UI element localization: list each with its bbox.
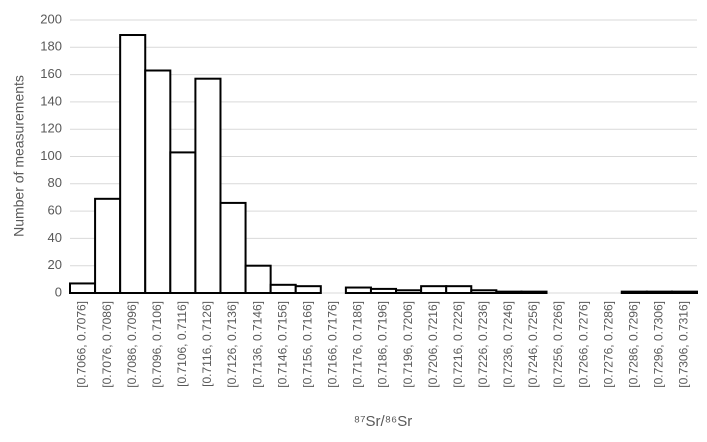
bar xyxy=(670,290,698,295)
y-tick-label: 80 xyxy=(48,175,62,190)
bar xyxy=(94,197,122,294)
x-tick-label: [0.7206, 0.7216] xyxy=(426,301,440,388)
y-tick-label: 160 xyxy=(40,66,62,81)
x-tick-label: [0.7186, 0.7196] xyxy=(376,301,390,388)
bar xyxy=(194,77,222,294)
y-tick-label: 140 xyxy=(40,93,62,108)
bar xyxy=(470,289,498,294)
bar xyxy=(69,282,97,295)
x-tick-label: [0.7086, 0.7096] xyxy=(125,301,139,388)
x-tick-label: [0.7286, 0.7296] xyxy=(626,301,640,388)
x-tick-label: [0.7276, 0.7286] xyxy=(601,301,615,388)
bar xyxy=(344,286,372,295)
x-tick-label: [0.7246, 0.7256] xyxy=(526,301,540,388)
x-tick-label: [0.7156, 0.7166] xyxy=(300,301,314,388)
y-tick-label: 180 xyxy=(40,39,62,54)
bar xyxy=(620,290,648,295)
bar xyxy=(369,287,398,294)
bar xyxy=(395,289,423,294)
x-tick-label: [0.7216, 0.7226] xyxy=(451,301,465,388)
x-tick-label: [0.7256, 0.7266] xyxy=(551,301,565,388)
x-tick-label: [0.7296, 0.7306] xyxy=(652,301,666,388)
bar xyxy=(244,264,272,295)
x-tick-label: [0.7236, 0.7246] xyxy=(501,301,515,388)
y-tick-label: 100 xyxy=(40,148,62,163)
x-tick-label: [0.7136, 0.7146] xyxy=(250,301,264,388)
x-tick-label: [0.7196, 0.7206] xyxy=(401,301,415,388)
y-tick-label: 0 xyxy=(55,284,62,299)
x-tick-label: [0.7146, 0.7156] xyxy=(275,301,289,388)
bar xyxy=(420,285,448,294)
x-tick-label: [0.7126, 0.7136] xyxy=(225,301,239,388)
x-tick-label: [0.7066, 0.7076] xyxy=(75,301,89,388)
y-tick-label: 60 xyxy=(48,203,62,218)
y-tick-label: 40 xyxy=(48,230,62,245)
x-tick-label: [0.7176, 0.7186] xyxy=(351,301,365,388)
x-tick-label: [0.7076, 0.7086] xyxy=(100,301,114,388)
bar xyxy=(219,201,247,294)
bar xyxy=(269,283,297,294)
bar xyxy=(169,151,197,294)
x-tick-label: [0.7106, 0.7116] xyxy=(175,301,189,387)
bar xyxy=(144,69,172,294)
x-tick-label: [0.7116, 0.7126] xyxy=(200,301,214,387)
bar xyxy=(520,290,548,295)
bar xyxy=(645,290,673,295)
y-tick-label: 20 xyxy=(48,257,62,272)
bar xyxy=(119,34,147,294)
bar xyxy=(445,285,473,294)
y-tick-label: 200 xyxy=(40,11,62,26)
y-axis-label: Number of measurements xyxy=(11,75,27,237)
x-axis-label: ⁸⁷Sr/⁸⁶Sr xyxy=(354,413,412,430)
x-tick-label: [0.7096, 0.7106] xyxy=(150,301,164,388)
x-tick-label: [0.7226, 0.7236] xyxy=(476,301,490,388)
bar xyxy=(495,290,523,295)
y-tick-label: 120 xyxy=(40,121,62,136)
x-tick-label: [0.7266, 0.7276] xyxy=(576,301,590,388)
bar xyxy=(294,285,322,294)
x-tick-label: [0.7306, 0.7316] xyxy=(677,301,691,388)
x-tick-label: [0.7166, 0.7176] xyxy=(326,301,340,388)
